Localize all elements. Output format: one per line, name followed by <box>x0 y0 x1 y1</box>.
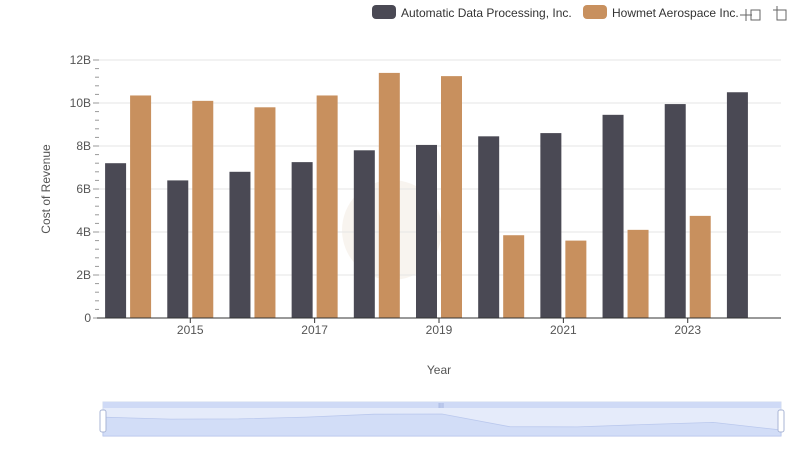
bar-adp-2020[interactable] <box>478 136 500 318</box>
legend-label-adp: Automatic Data Processing, Inc. <box>401 6 572 20</box>
x-tick-label: 2021 <box>550 323 577 337</box>
bar-howmet-2022[interactable] <box>627 229 649 318</box>
slider-data-shadow <box>102 413 782 437</box>
y-axis-title: Cost of Revenue <box>39 144 53 234</box>
bar-howmet-2016[interactable] <box>254 107 276 318</box>
bar-howmet-2015[interactable] <box>192 100 214 318</box>
bar-adp-2021[interactable] <box>540 133 562 318</box>
legend: Automatic Data Processing, Inc. Howmet A… <box>372 5 739 20</box>
x-tick-label: 2019 <box>426 323 453 337</box>
legend-item-adp[interactable]: Automatic Data Processing, Inc. <box>372 5 572 20</box>
bar-adp-2022[interactable] <box>602 114 624 318</box>
slider-grip[interactable]: III <box>438 403 444 410</box>
bar-adp-2017[interactable] <box>291 162 313 318</box>
bar-adp-2014[interactable] <box>105 163 127 318</box>
x-tick-label: 2023 <box>674 323 701 337</box>
bar-howmet-2018[interactable] <box>378 72 400 319</box>
reset-icon[interactable] <box>773 6 787 21</box>
bar-howmet-2017[interactable] <box>316 95 338 318</box>
y-axis: 0 2B 4B 6B 8B 10B 12B <box>70 53 99 325</box>
bar-adp-2018[interactable] <box>353 150 375 318</box>
legend-swatch-adp <box>372 5 396 19</box>
bars <box>105 72 748 319</box>
y-tick-label: 2B <box>76 268 91 282</box>
bar-adp-2023[interactable] <box>664 104 686 318</box>
slider-handle-left[interactable] <box>99 409 107 433</box>
y-tick-label: 4B <box>76 225 91 239</box>
legend-swatch-howmet <box>583 5 607 19</box>
legend-item-howmet[interactable]: Howmet Aerospace Inc. <box>583 5 739 20</box>
bar-howmet-2019[interactable] <box>441 76 462 318</box>
y-tick-label: 6B <box>76 182 91 196</box>
legend-label-howmet: Howmet Aerospace Inc. <box>612 6 739 20</box>
y-tick-label: 0 <box>84 311 91 325</box>
bar-adp-2019[interactable] <box>416 144 437 318</box>
zoom-icon[interactable] <box>740 9 761 21</box>
slider-handle-right[interactable] <box>777 409 785 433</box>
x-axis: 2015 2017 2019 2021 2023 <box>177 318 701 337</box>
bar-howmet-2020[interactable] <box>503 235 525 318</box>
x-tick-label: 2015 <box>177 323 204 337</box>
y-tick-label: 10B <box>70 96 91 110</box>
bar-adp-2016[interactable] <box>229 171 251 318</box>
slider-top-bar[interactable] <box>103 402 781 408</box>
bar-howmet-2014[interactable] <box>130 95 152 318</box>
y-tick-label: 8B <box>76 139 91 153</box>
x-tick-label: 2017 <box>301 323 328 337</box>
x-axis-title: Year <box>427 363 451 377</box>
y-tick-label: 12B <box>70 53 91 67</box>
bar-howmet-2023[interactable] <box>689 215 711 318</box>
bar-adp-2015[interactable] <box>167 180 189 318</box>
bar-howmet-2021[interactable] <box>565 240 587 318</box>
data-zoom-slider[interactable]: III <box>99 401 785 437</box>
bar-adp-2024[interactable] <box>726 92 748 318</box>
